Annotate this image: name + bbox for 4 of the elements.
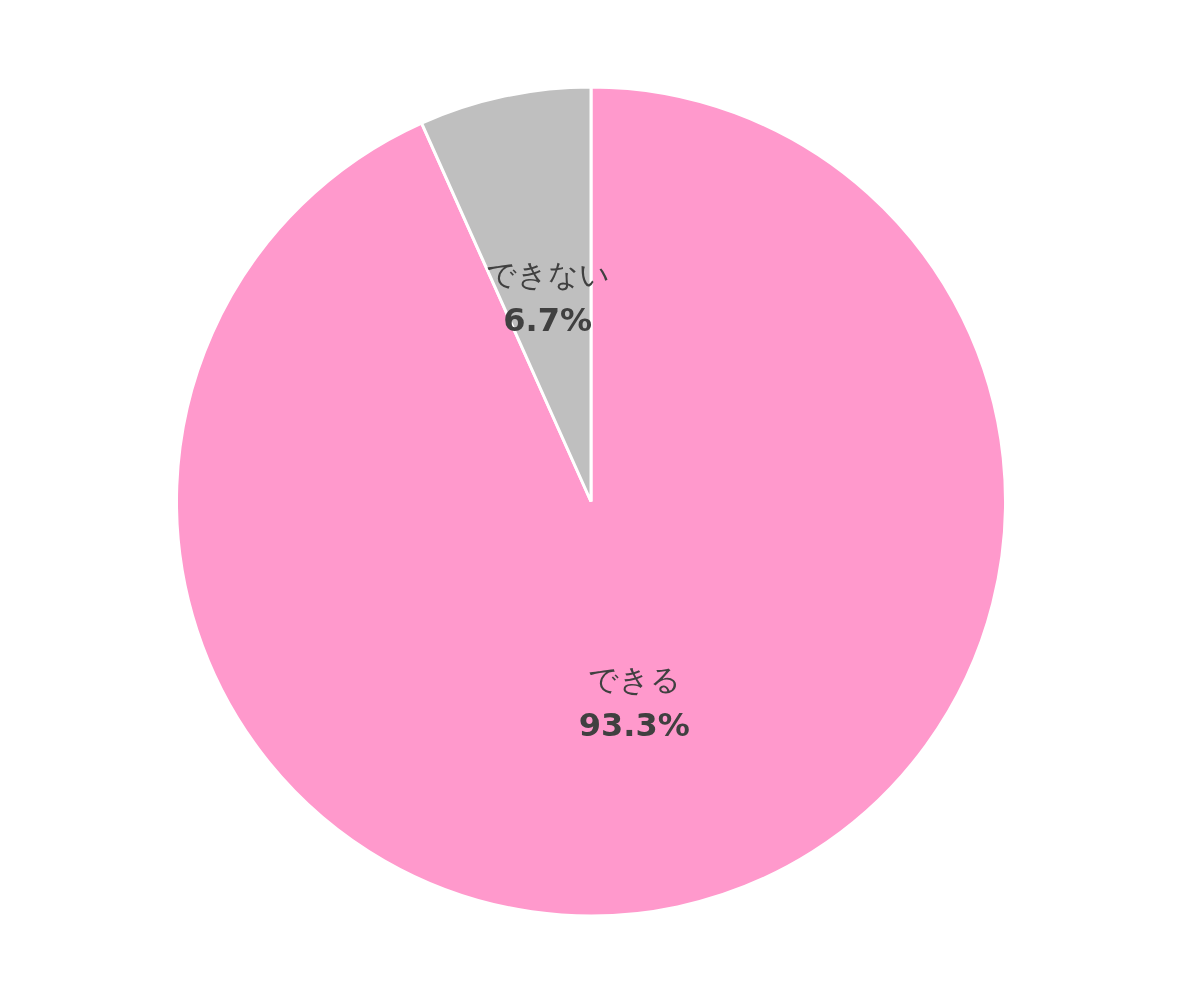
slice-label: できる bbox=[587, 661, 681, 697]
data-label: 6.7% bbox=[503, 301, 593, 340]
data-label: 93.3% bbox=[578, 706, 690, 745]
slice-label: できない bbox=[485, 256, 610, 292]
